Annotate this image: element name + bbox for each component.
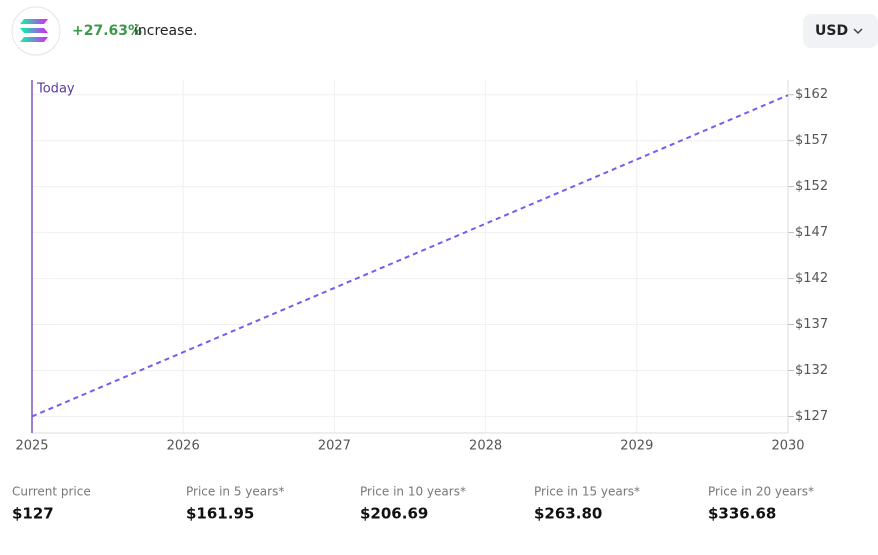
stat-value: $127	[12, 505, 54, 523]
currency-button[interactable]: USD	[803, 14, 878, 48]
y-tick-label: $142	[795, 271, 828, 286]
stat-label: Price in 15 years*	[534, 485, 640, 499]
x-tick-label: 2025	[15, 439, 48, 454]
y-tick-label: $132	[795, 363, 828, 378]
y-tick-label: $162	[795, 87, 828, 102]
stats: Current price $127 Price in 5 years* $161.9…	[12, 485, 814, 523]
stat-label: Price in 5 years*	[186, 485, 284, 499]
stat-label: Current price	[12, 485, 91, 499]
stat-value: $161.95	[186, 505, 254, 523]
stat-value: $336.68	[708, 505, 776, 523]
chart: $127 $132 $137 $142 $147 $152 $157 $162 2025 2026…	[15, 80, 828, 454]
x-tick-label: 2030	[771, 439, 804, 454]
x-tick-label: 2027	[318, 439, 351, 454]
stat-label: Price in 10 years*	[360, 485, 466, 499]
change-text: increase.	[134, 23, 197, 39]
y-tick-label: $127	[795, 409, 828, 424]
change-value: +27.63%	[72, 23, 142, 39]
y-tick-label: $152	[795, 179, 828, 194]
currency-button-bg[interactable]	[803, 14, 878, 48]
chevron[interactable]	[853, 28, 863, 35]
x-tick-label: 2029	[620, 439, 653, 454]
coin-icon	[11, 6, 61, 56]
forecast-line	[31, 94, 789, 418]
x-tick-label: 2028	[469, 439, 502, 454]
currency-label[interactable]: USD	[815, 23, 848, 39]
stat-label: Price in 20 years*	[708, 485, 814, 499]
x-tick-label: 2026	[167, 439, 200, 454]
y-tick-label: $147	[795, 225, 828, 240]
stat-value: $263.80	[534, 505, 602, 523]
today-label: Today	[36, 82, 75, 97]
stat-value: $206.69	[360, 505, 428, 523]
y-tick-label: $157	[795, 133, 828, 148]
y-tick-label: $137	[795, 317, 828, 332]
